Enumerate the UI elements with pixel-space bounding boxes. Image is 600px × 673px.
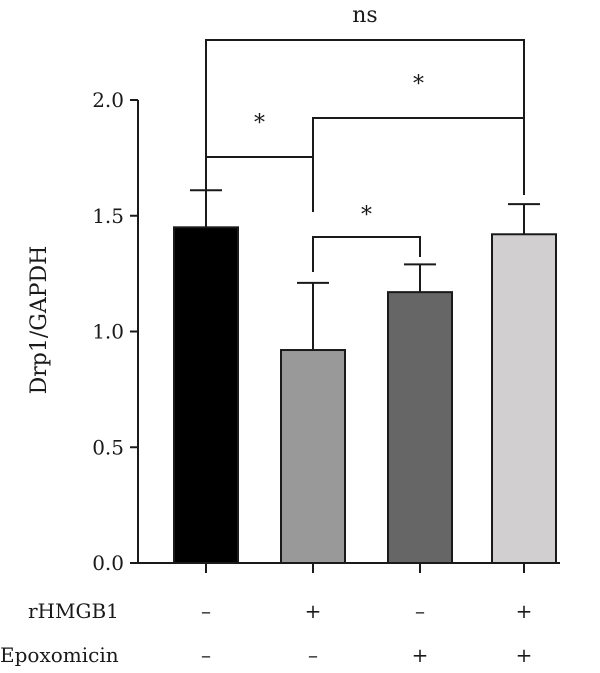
- significance-label-0: *: [254, 111, 265, 136]
- condition-sign-1-0: –: [201, 643, 211, 667]
- bar-1: [280, 349, 346, 564]
- significance-label-2: *: [413, 72, 424, 97]
- y-axis-label: Drp1/GAPDH: [27, 246, 52, 395]
- condition-sign-0-1: +: [305, 599, 322, 623]
- significance-label-1: *: [361, 203, 372, 228]
- condition-label-0: rHMGB1: [28, 599, 119, 623]
- significance-bracket-1: [312, 236, 421, 272]
- bar-2: [387, 291, 453, 564]
- bar-3: [491, 233, 557, 565]
- y-tick-label-3: 1.5: [92, 204, 124, 228]
- y-tick-label-2: 1.0: [92, 320, 124, 344]
- condition-sign-0-0: –: [201, 599, 211, 623]
- plot-area: 0.0 0.5 1.0 1.5 2.0 rHMGB1 – + – + Epoxomicin – – + + *…: [0, 3, 560, 667]
- y-tick-label-4: 2.0: [92, 88, 124, 112]
- significance-bracket-0: [205, 156, 314, 222]
- significance-bracket-2: [312, 117, 525, 212]
- condition-sign-1-3: +: [516, 643, 533, 667]
- condition-sign-1-1: –: [308, 643, 318, 667]
- significance-label-3: ns: [352, 3, 377, 28]
- condition-sign-0-3: +: [516, 599, 533, 623]
- y-tick-label-1: 0.5: [92, 435, 124, 459]
- significance-bracket-3: [205, 39, 525, 210]
- condition-sign-1-2: +: [412, 643, 429, 667]
- condition-label-1: Epoxomicin: [0, 643, 119, 667]
- y-tick-label-0: 0.0: [92, 551, 124, 575]
- condition-sign-0-2: –: [415, 599, 425, 623]
- bar-0: [173, 226, 239, 564]
